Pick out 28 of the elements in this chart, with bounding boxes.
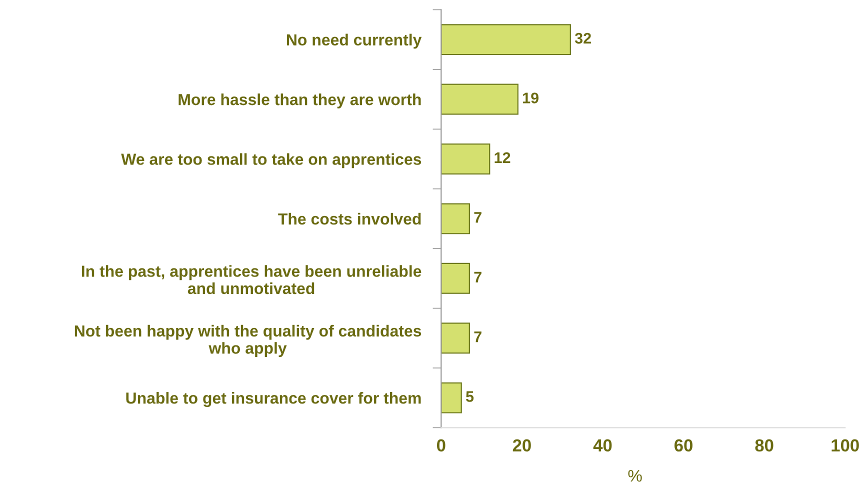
bar — [441, 144, 490, 174]
data-label: 7 — [474, 212, 482, 223]
y-tick-label: More hassle than they are worth — [178, 93, 421, 108]
x-tick-label: 0 — [437, 439, 446, 452]
x-tick-label: 20 — [512, 439, 531, 452]
data-label: 19 — [523, 92, 538, 104]
y-tick-label: No need currently — [286, 34, 422, 49]
x-tick-label: 100 — [832, 439, 859, 452]
bar — [441, 24, 571, 56]
y-tick-label: Unable to get insurance cover for them — [126, 392, 421, 407]
data-label: 12 — [494, 152, 510, 163]
bar — [441, 322, 470, 354]
data-label: 32 — [574, 32, 591, 44]
y-tick-label: The costs involved — [278, 212, 421, 225]
bar — [441, 382, 462, 414]
data-label: 7 — [474, 332, 482, 342]
y-tick-label: We are too small to take on apprentices — [121, 153, 422, 168]
x-tick-label: 40 — [593, 439, 612, 452]
data-label: 5 — [466, 391, 474, 402]
bar — [441, 262, 470, 294]
y-tick-label: In the past, apprentices have been unreliable and unmotivated — [82, 265, 422, 294]
data-label: 7 — [474, 272, 482, 282]
x-tick-label: 80 — [755, 439, 774, 452]
x-axis-title: % — [628, 470, 642, 482]
y-tick-label: Not been happy with the quality of candidates who apply — [74, 324, 422, 357]
bar — [441, 84, 518, 115]
bar — [441, 203, 470, 234]
x-tick-label: 60 — [674, 439, 692, 452]
